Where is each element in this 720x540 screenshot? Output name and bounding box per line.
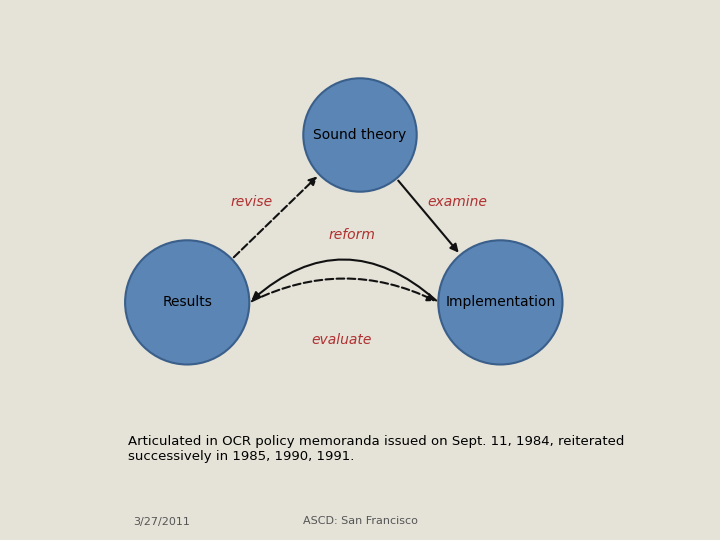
Text: evaluate: evaluate — [311, 333, 372, 347]
Text: revise: revise — [231, 195, 273, 210]
Text: Implementation: Implementation — [445, 295, 556, 309]
Text: examine: examine — [427, 195, 487, 210]
Text: Articulated in OCR policy memoranda issued on Sept. 11, 1984, reiterated
success: Articulated in OCR policy memoranda issu… — [128, 435, 624, 463]
Text: Results: Results — [162, 295, 212, 309]
Circle shape — [125, 240, 249, 364]
Circle shape — [303, 78, 417, 192]
Text: reform: reform — [328, 228, 375, 242]
Text: ASCD: San Francisco: ASCD: San Francisco — [302, 516, 418, 526]
Circle shape — [438, 240, 562, 364]
Text: Sound theory: Sound theory — [313, 128, 407, 142]
Text: 3/27/2011: 3/27/2011 — [133, 516, 190, 526]
